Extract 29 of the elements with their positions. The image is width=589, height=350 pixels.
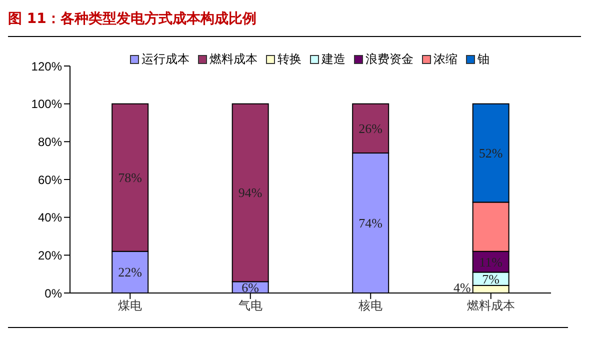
- y-tick-label: 80%: [38, 134, 62, 149]
- x-tick-label: 燃料成本: [466, 298, 515, 313]
- y-tick-label: 100%: [31, 97, 62, 112]
- legend-label: 浪费资金: [366, 51, 414, 68]
- data-label: 94%: [238, 185, 262, 200]
- y-tick-label: 40%: [38, 210, 62, 225]
- chart-title: 图 11：各种类型发电方式成本构成比例: [8, 8, 581, 37]
- data-label: 52%: [478, 146, 503, 161]
- legend-label: 运行成本: [142, 51, 190, 68]
- legend-label: 浓缩: [434, 51, 458, 68]
- y-tick-label: 20%: [38, 248, 62, 262]
- legend-label: 建造: [322, 51, 346, 68]
- y-tick-label: 120%: [31, 59, 62, 74]
- data-label: 78%: [118, 170, 142, 186]
- x-tick-label: 煤电: [118, 298, 142, 313]
- x-tick-label: 核电: [358, 298, 383, 313]
- data-label: 26%: [358, 120, 383, 136]
- legend-label: 燃料成本: [210, 51, 258, 68]
- data-label: 22%: [118, 264, 142, 280]
- y-tick-label: 60%: [38, 172, 62, 187]
- data-label: 6%: [242, 280, 260, 295]
- y-tick-label: 0%: [44, 286, 62, 300]
- data-label: 11%: [479, 254, 503, 270]
- data-label: 74%: [358, 216, 383, 231]
- legend-label: 铀: [478, 51, 490, 68]
- x-tick-label: 气电: [238, 298, 262, 313]
- data-label: 7%: [482, 271, 500, 286]
- data-label: 4%: [453, 280, 471, 295]
- legend-label: 转换: [278, 51, 302, 68]
